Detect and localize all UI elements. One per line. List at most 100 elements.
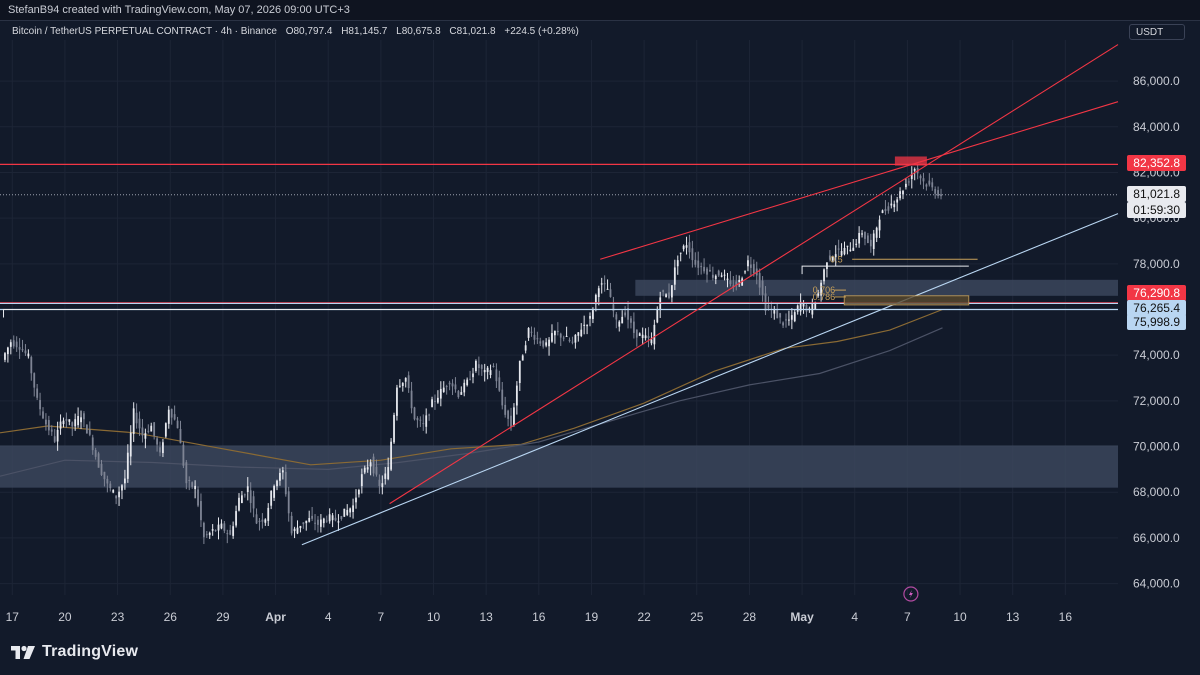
- candle-body: [328, 514, 331, 522]
- candle-body: [501, 389, 504, 406]
- candle-body: [45, 419, 47, 425]
- candle-body: [922, 178, 925, 182]
- candle-body: [65, 419, 68, 421]
- candle-body: [539, 341, 542, 344]
- candle-body: [390, 441, 393, 470]
- candle-body: [527, 328, 530, 338]
- candle-body: [583, 324, 586, 326]
- author-credit: StefanB94 created with TradingView.com, …: [8, 4, 350, 16]
- candle-body: [630, 318, 632, 323]
- candle-body: [773, 309, 776, 314]
- candle-body: [226, 533, 229, 535]
- candle-body: [615, 314, 618, 320]
- lightning-bolt-icon: [908, 590, 913, 598]
- candle-body: [483, 370, 486, 373]
- candle-body: [618, 321, 621, 327]
- candle-body: [820, 282, 823, 296]
- currency-selector[interactable]: USDT: [1129, 24, 1185, 40]
- candle-body: [261, 519, 264, 522]
- high-marker: [894, 156, 927, 166]
- candle-body: [12, 340, 15, 347]
- candle-body: [913, 168, 916, 171]
- candle-body: [258, 520, 261, 522]
- candle-body: [489, 370, 492, 375]
- y-axis-tick-label: 68,000.0: [1133, 485, 1180, 499]
- candle-body: [325, 520, 328, 522]
- candle-body: [358, 490, 360, 495]
- chart-panel[interactable]: [0, 20, 1200, 638]
- candle-body: [202, 522, 205, 538]
- x-axis-tick-label: 10: [427, 610, 441, 624]
- candle-body: [276, 480, 278, 487]
- legend-close: C81,021.8: [449, 26, 496, 37]
- candle-body: [387, 467, 390, 480]
- candle-body: [4, 353, 6, 360]
- x-axis-tick-label: 23: [111, 610, 125, 624]
- candle-body: [188, 479, 191, 482]
- candle-body: [513, 407, 515, 426]
- candle-body: [264, 519, 267, 523]
- candle-body: [451, 383, 454, 387]
- candle-body: [872, 233, 875, 249]
- candle-body: [650, 339, 653, 344]
- candle-body: [384, 473, 387, 479]
- support-zone: [0, 445, 1118, 488]
- moving-average-line: [0, 308, 943, 466]
- candle-body: [311, 515, 314, 519]
- candle-body: [305, 520, 308, 524]
- candle-body: [849, 249, 852, 252]
- candle-body: [574, 334, 577, 343]
- fib-level-label: 0.786: [813, 292, 836, 302]
- candle-body: [182, 444, 185, 466]
- candle-body: [568, 339, 571, 342]
- x-axis-tick-label: Apr: [265, 610, 286, 624]
- candle-body: [319, 519, 322, 527]
- candle-body: [91, 437, 94, 451]
- candle-body: [407, 375, 410, 389]
- y-axis-tick-label: 72,000.0: [1133, 394, 1180, 408]
- candle-body: [416, 418, 419, 421]
- legend-high: H81,145.7: [341, 26, 388, 37]
- candle-body: [562, 337, 565, 339]
- symbol-title[interactable]: Bitcoin / TetherUS PERPETUAL CONTRACT · …: [12, 26, 277, 37]
- candle-body: [273, 485, 275, 498]
- candle-body: [682, 245, 685, 250]
- candle-body: [515, 385, 518, 406]
- y-axis-tick-label: 78,000.0: [1133, 257, 1180, 271]
- candle-body: [185, 462, 188, 484]
- candle-body: [711, 274, 714, 278]
- candle-body: [738, 279, 741, 283]
- candle-body: [246, 486, 249, 493]
- candle-body: [556, 330, 559, 333]
- candle-body: [369, 462, 372, 467]
- candle-body: [861, 233, 863, 235]
- candle-body: [39, 400, 41, 410]
- candle-body: [30, 357, 33, 374]
- candle-body: [600, 283, 603, 285]
- candle-body: [381, 483, 384, 488]
- price-chart[interactable]: 0.50.7060.78686,000.084,000.082,000.080,…: [0, 20, 1200, 637]
- candle-body: [33, 373, 36, 388]
- candle-body: [603, 283, 606, 285]
- candle-body: [47, 420, 50, 431]
- tradingview-logo[interactable]: TradingView: [10, 643, 138, 661]
- candle-body: [627, 307, 629, 320]
- candle-body: [548, 339, 550, 347]
- candle-body: [150, 425, 153, 432]
- candle-body: [700, 266, 703, 268]
- candle-body: [6, 347, 9, 355]
- candle-body: [197, 489, 199, 506]
- candle-body: [875, 227, 878, 238]
- candle-body: [337, 521, 340, 523]
- candle-body: [866, 235, 869, 244]
- candle-body: [673, 267, 676, 285]
- candle-body: [837, 248, 840, 250]
- candle-body: [878, 219, 881, 231]
- candle-body: [425, 415, 428, 427]
- candle-body: [223, 523, 226, 531]
- candle-body: [109, 483, 112, 489]
- fib-level-label: 0.5: [830, 254, 843, 264]
- candle-body: [589, 316, 591, 319]
- candle-body: [518, 360, 521, 384]
- candle-body: [814, 302, 817, 310]
